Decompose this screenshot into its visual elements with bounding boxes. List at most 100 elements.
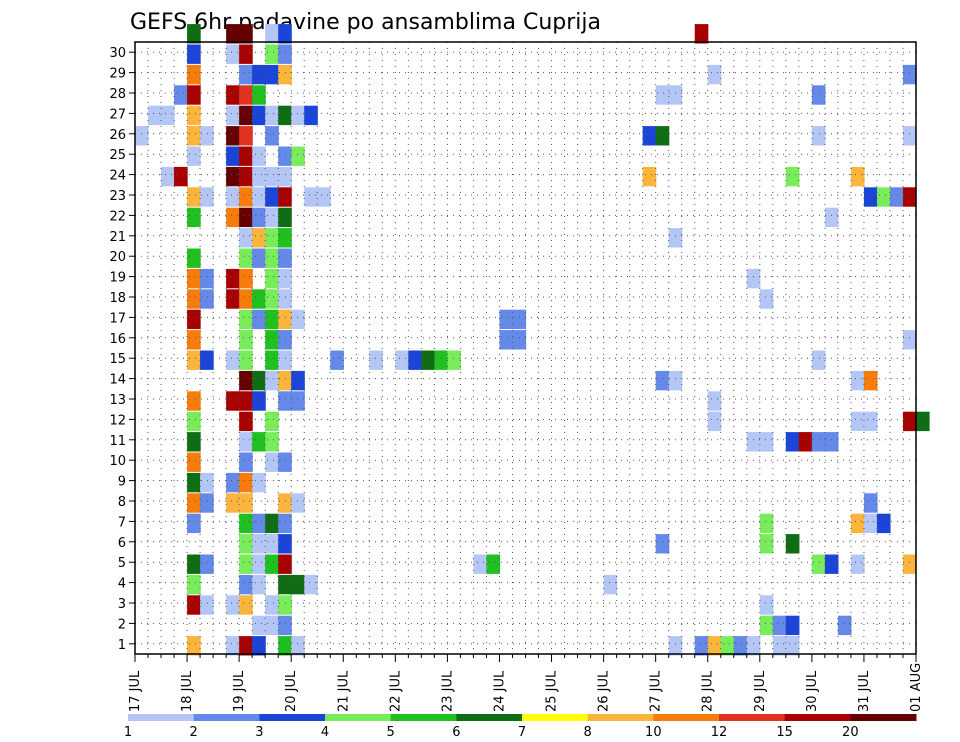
heatmap-cell — [850, 166, 865, 187]
heatmap-cell — [902, 126, 917, 146]
heatmap-cell — [187, 636, 201, 656]
heatmap-cell — [187, 391, 201, 411]
heatmap-cell — [811, 554, 826, 574]
heatmap-cell — [265, 289, 279, 309]
heatmap-cell — [278, 146, 292, 166]
heatmap-cell — [187, 187, 201, 207]
heatmap-cell — [135, 126, 149, 146]
heatmap-cell — [252, 574, 266, 595]
heatmap-cell — [265, 44, 279, 64]
heatmap-cell — [278, 268, 292, 289]
heatmap-cell — [265, 166, 279, 187]
heatmap-cell — [239, 64, 253, 85]
heatmap-cell — [239, 126, 253, 146]
heatmap-cell — [512, 330, 527, 350]
y-tick-label: 18 — [109, 291, 126, 306]
heatmap-cell — [759, 615, 774, 636]
heatmap-cell — [265, 330, 279, 350]
y-tick-label: 21 — [109, 230, 126, 245]
heatmap-cell — [226, 85, 240, 105]
heatmap-cell — [278, 309, 292, 330]
y-tick-label: 23 — [109, 189, 126, 204]
heatmap-cell — [187, 146, 201, 166]
heatmap-cell — [291, 636, 305, 656]
y-tick-label: 29 — [109, 67, 126, 82]
heatmap-cell — [798, 432, 813, 452]
x-tick-label: 20 JUL — [284, 670, 299, 712]
heatmap-cell — [291, 574, 305, 595]
heatmap-cell — [278, 370, 292, 391]
heatmap-cell — [187, 452, 201, 472]
y-tick-label: 2 — [118, 617, 126, 632]
heatmap-cell — [265, 534, 279, 554]
heatmap-cell — [187, 595, 201, 615]
heatmap-cell — [239, 228, 253, 248]
heatmap-cell — [876, 513, 891, 534]
heatmap-cell — [434, 350, 448, 370]
colorbar-swatch — [522, 714, 589, 721]
heatmap-cell — [902, 411, 917, 432]
heatmap-cell — [239, 554, 253, 574]
heatmap-cell — [226, 105, 240, 126]
heatmap-cell — [655, 126, 670, 146]
heatmap-cell — [174, 166, 188, 187]
heatmap-cell — [187, 411, 201, 432]
heatmap-cell — [694, 24, 709, 44]
heatmap-cell — [707, 64, 722, 85]
heatmap-cell — [226, 146, 240, 166]
x-tick-label: 31 JUL — [857, 670, 872, 712]
heatmap-cell — [512, 309, 527, 330]
colorbar-label: 1 — [124, 725, 132, 740]
heatmap-cell — [239, 44, 253, 64]
heatmap-cell — [746, 432, 761, 452]
heatmap-cell — [252, 432, 266, 452]
heatmap-cell — [707, 411, 722, 432]
heatmap-cell — [707, 391, 722, 411]
heatmap-cell — [785, 534, 800, 554]
heatmap-cell — [187, 472, 201, 493]
heatmap-cell — [239, 493, 253, 513]
heatmap-cell — [200, 493, 214, 513]
heatmap-cell — [278, 207, 292, 228]
heatmap-cell — [252, 105, 266, 126]
heatmap-cell — [278, 330, 292, 350]
heatmap-cell — [265, 432, 279, 452]
heatmap-cell — [252, 370, 266, 391]
grid-lines — [135, 42, 916, 654]
heatmap-cell — [304, 187, 318, 207]
heatmap-cell — [239, 574, 253, 595]
heatmap-cell — [161, 166, 175, 187]
heatmap-cell — [759, 534, 774, 554]
heatmap-cell — [187, 268, 201, 289]
heatmap-cell — [252, 615, 266, 636]
heatmap-cell — [252, 207, 266, 228]
colorbar-label: 3 — [255, 725, 263, 740]
heatmap-cell — [187, 554, 201, 574]
heatmap-cell — [720, 636, 735, 656]
y-tick-label: 14 — [109, 373, 126, 388]
heatmap-cell — [226, 595, 240, 615]
heatmap-cell — [239, 350, 253, 370]
heatmap-cell — [187, 513, 201, 534]
heatmap-cell — [668, 228, 683, 248]
heatmap-cell — [317, 187, 331, 207]
heatmap-cell — [916, 411, 930, 432]
heatmap-cell — [252, 391, 266, 411]
colorbar-label: 5 — [387, 725, 395, 740]
heatmap-cell — [265, 411, 279, 432]
x-tick-label: 01 AUG — [909, 663, 924, 712]
heatmap-cell — [278, 452, 292, 472]
colorbar: 1 2 3 4 5 6 7 8 10 12 15 20 — [124, 714, 917, 740]
x-tick-label: 27 JUL — [649, 670, 664, 712]
heatmap-cell — [278, 289, 292, 309]
heatmap-cell — [447, 350, 462, 370]
heatmap-cell — [252, 636, 266, 656]
heatmap-cell — [746, 268, 761, 289]
heatmap-cell — [902, 187, 917, 207]
heatmap-cell — [200, 350, 214, 370]
heatmap-cell — [824, 554, 839, 574]
heatmap-cell — [239, 370, 253, 391]
heatmap-cell — [850, 513, 865, 534]
heatmap-cell — [239, 309, 253, 330]
